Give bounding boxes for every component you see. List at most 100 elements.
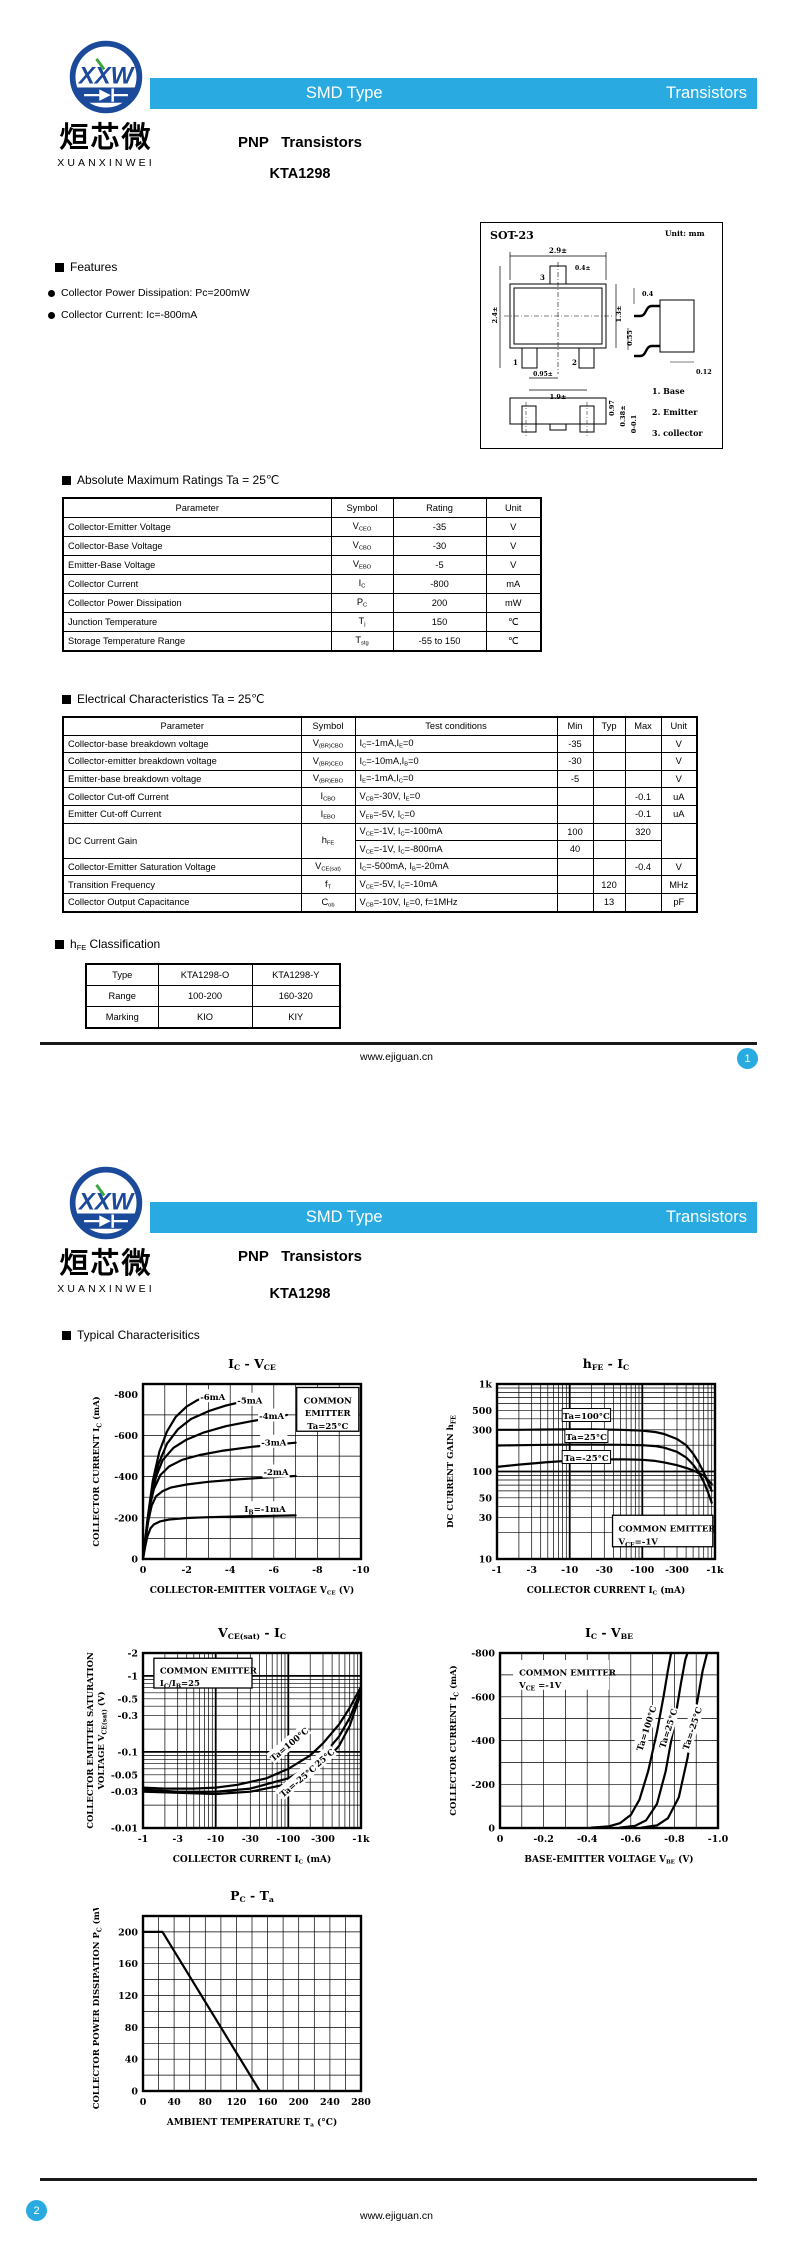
- brand-logo: XXW 烜芯微 XUANXINWEI: [48, 1162, 164, 1295]
- chart-pc-ta: PC - Ta 0 40 80 120 160 200 240 280 0 40 80 120 160 20…: [91, 1888, 371, 2129]
- dim-pitch2: 1.9±: [550, 393, 567, 401]
- svg-text:DC CURRENT GAIN hFE: DC CURRENT GAIN hFE: [446, 1415, 458, 1528]
- svg-text:-2mA: -2mA: [263, 1468, 288, 1478]
- svg-text:COLLECTOR EMITTER SATURATION: COLLECTOR EMITTER SATURATION: [86, 1652, 96, 1829]
- svg-text:0: 0: [488, 1824, 495, 1835]
- svg-text:EMITTER: EMITTER: [305, 1409, 352, 1419]
- svg-text:-3: -3: [526, 1565, 537, 1576]
- dim-lead-tip: 0.12: [696, 368, 712, 376]
- svg-text:-1k: -1k: [706, 1565, 724, 1576]
- pin-list-emitter: 2. Emitter: [652, 407, 698, 417]
- svg-text:300: 300: [472, 1425, 492, 1436]
- logo-text: XXW: [77, 63, 136, 90]
- pin-list-collector: 3. collector: [652, 428, 703, 438]
- footer-rule: [40, 1042, 757, 1045]
- header-transistors: Transistors: [665, 1208, 747, 1226]
- brand-logo: XXW 烜芯微 XUANXINWEI: [48, 36, 164, 169]
- svg-text:40: 40: [167, 2097, 181, 2108]
- page-2: XXW 烜芯微 XUANXINWEI SMD Type Transistors …: [0, 1150, 793, 2244]
- svg-text:-1: -1: [127, 1671, 138, 1682]
- chart-vcesat-ic: VCE(sat) - IC -1 -3 -10 -30 -100 -300 -1k -2 -1 -0…: [86, 1625, 370, 1866]
- logo-green-accent: [95, 58, 106, 71]
- brand-name-cn: 烜芯微: [59, 122, 153, 154]
- page-1: XXW 烜芯微 XUANXINWEI SMD Type Transistors …: [40, 36, 758, 1069]
- svg-text:240: 240: [320, 2097, 340, 2108]
- svg-text:-8: -8: [312, 1565, 323, 1576]
- svg-text:IC/IB=25: IC/IB=25: [160, 1679, 200, 1691]
- svg-text:COMMON: COMMON: [304, 1396, 352, 1406]
- pin1-number: 1: [513, 358, 518, 367]
- svg-text:0: 0: [131, 1555, 138, 1566]
- svg-text:-100: -100: [276, 1834, 300, 1845]
- svg-text:-0.01: -0.01: [111, 1824, 138, 1835]
- package-unit: Unit: mm: [665, 229, 705, 238]
- dim-height: 0.97: [608, 400, 616, 416]
- circle-bullet-icon: [48, 289, 55, 297]
- svg-text:50: 50: [479, 1493, 493, 1504]
- svg-text:-3: -3: [172, 1834, 183, 1845]
- footer-url: www.ejiguan.cn: [360, 2210, 433, 2222]
- svg-text:0: 0: [140, 1565, 147, 1576]
- svg-text:-1: -1: [138, 1834, 149, 1845]
- svg-text:Ta=25°C: Ta=25°C: [307, 1422, 348, 1432]
- svg-text:0: 0: [131, 2087, 138, 2098]
- svg-text:COLLECTOR CURRENT IC (mA): COLLECTOR CURRENT IC (mA): [448, 1665, 461, 1815]
- svg-text:Ta=-25°C: Ta=-25°C: [564, 1454, 609, 1464]
- svg-text:VCE =-1V: VCE =-1V: [518, 1681, 562, 1693]
- electrical-characteristics-table: Parameter Symbol Test conditions Min Typ Max U…: [62, 716, 698, 913]
- svg-text:-0.8: -0.8: [664, 1834, 685, 1845]
- svg-text:VOLTAGE VCE(sat) (V): VOLTAGE VCE(sat) (V): [96, 1691, 109, 1790]
- page-number-badge: 2: [26, 2200, 47, 2221]
- brand-logo-icon: XXW: [69, 40, 143, 114]
- svg-text:-0.2: -0.2: [533, 1834, 553, 1845]
- part-number: KTA1298: [269, 1286, 331, 1302]
- svg-text:COMMON EMITTER: COMMON EMITTER: [160, 1667, 258, 1677]
- svg-text:200: 200: [289, 2097, 309, 2108]
- square-bullet-icon: [62, 694, 71, 704]
- svg-text:-200: -200: [471, 1780, 495, 1791]
- svg-text:-10: -10: [352, 1565, 370, 1576]
- hfe-classification-heading: hFE Classification: [55, 937, 160, 952]
- header-bar: SMD Type Transistors: [150, 1202, 757, 1233]
- footer-url: www.ejiguan.cn: [360, 1051, 433, 1063]
- svg-text:-0.3: -0.3: [118, 1711, 138, 1722]
- svg-text:-0.03: -0.03: [111, 1787, 138, 1798]
- svg-text:-6: -6: [269, 1565, 280, 1576]
- pin-list-base: 1. Base: [652, 386, 685, 396]
- svg-text:-4: -4: [225, 1565, 236, 1576]
- square-bullet-icon: [55, 262, 64, 272]
- svg-text:500: 500: [472, 1406, 492, 1417]
- feature-item: Collector Power Dissipation: Pc=200mW: [48, 287, 250, 299]
- header-smd-type: SMD Type: [305, 84, 383, 102]
- square-bullet-icon: [62, 475, 71, 485]
- svg-text:-0.4: -0.4: [577, 1834, 598, 1845]
- header-smd-type: SMD Type: [305, 1208, 383, 1226]
- feature-item: Collector Current: Ic=-800mA: [48, 309, 197, 321]
- logo-green-accent: [95, 1184, 106, 1197]
- svg-text:-5mA: -5mA: [237, 1396, 262, 1406]
- svg-text:120: 120: [118, 1991, 138, 2002]
- svg-text:COMMON EMITTER: COMMON EMITTER: [519, 1668, 617, 1678]
- svg-text:-3mA: -3mA: [261, 1438, 286, 1448]
- svg-text:0: 0: [497, 1834, 504, 1845]
- svg-text:Ta=25°C: Ta=25°C: [566, 1433, 607, 1443]
- square-bullet-icon: [55, 939, 64, 949]
- dim-thickness: 0.38±: [619, 405, 627, 426]
- svg-text:-10: -10: [207, 1834, 225, 1845]
- svg-text:-6mA: -6mA: [200, 1393, 225, 1403]
- svg-text:IB=-1mA: IB=-1mA: [244, 1505, 286, 1517]
- package-name: SOT-23: [490, 229, 534, 242]
- svg-text:160: 160: [258, 2097, 278, 2108]
- page-number-badge: 1: [737, 1048, 758, 1069]
- svg-text:40: 40: [125, 2055, 139, 2066]
- svg-text:-0.1: -0.1: [118, 1747, 138, 1758]
- features-heading: Features: [55, 260, 117, 274]
- svg-text:-800: -800: [114, 1390, 138, 1401]
- svg-text:-400: -400: [114, 1472, 138, 1483]
- svg-text:-400: -400: [471, 1736, 495, 1747]
- chart-ic-vce: IC - VCE 0 -2 -4 -6 -8 -10 0 -200 -400 -600 -800 COL…: [91, 1356, 370, 1597]
- dim-inner-height: 1.3±: [615, 306, 623, 323]
- svg-text:-1: -1: [492, 1565, 503, 1576]
- svg-text:30: 30: [479, 1513, 493, 1524]
